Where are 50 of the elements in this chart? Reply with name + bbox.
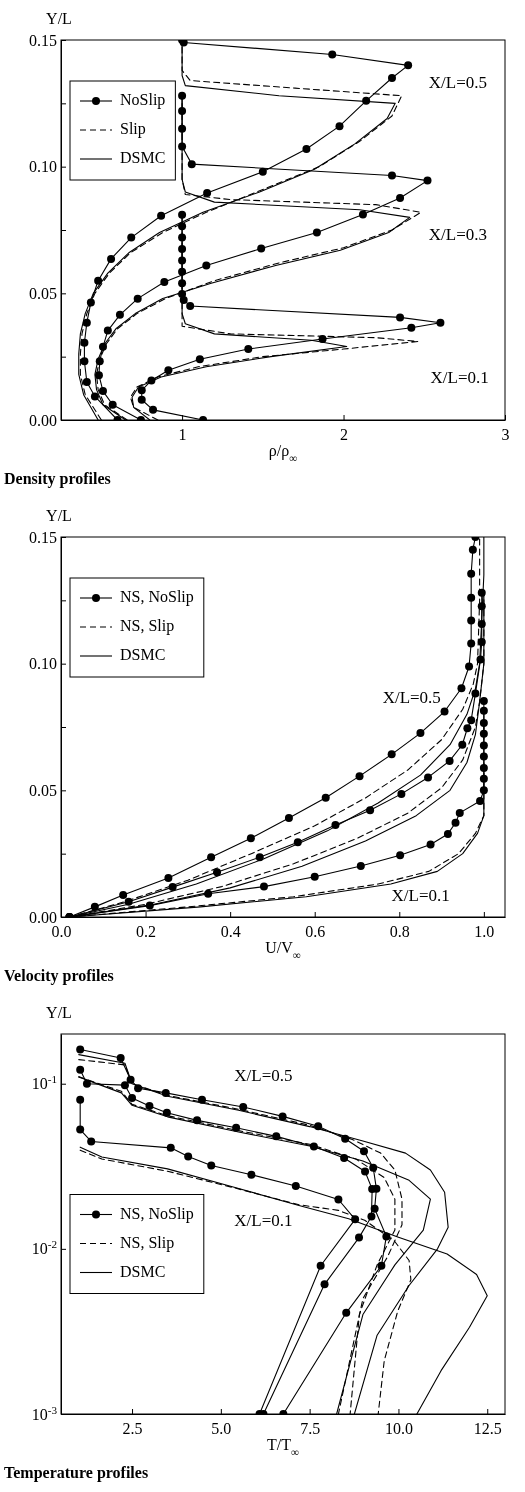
x-tick-label: 10.0 [384,1420,413,1438]
x-axis-title: U/V$_{∞}$ [265,939,301,961]
legend-label: NS, Slip [120,616,175,635]
x-axis-title: T/T$_{∞}$ [267,1436,300,1458]
x-tick-label: 0.4 [220,923,241,941]
legend-label: NoSlip [120,90,166,109]
x-tick-label: 0.6 [305,923,326,941]
x-tick-label: 0.0 [51,923,72,941]
y-tick-label: 0.00 [29,908,57,926]
text: Temperature profiles [4,1464,149,1482]
text: Velocity profiles [4,967,114,985]
legend-label: Slip [120,119,146,138]
annotation: X/L=0.3 [428,224,488,244]
text: Density profiles [4,470,111,488]
legend-label: DSMC [120,645,166,663]
y-tick-label: 10$^{-1}$ [31,1073,57,1093]
y-tick-label: 0.15 [29,528,57,546]
legend-label: NS, Slip [120,1233,175,1252]
annotation: X/L=0.1 [234,1211,293,1231]
x-tick-label: 2 [340,426,349,444]
annotation: X/L=0.1 [391,885,450,905]
y-tick-label: 0.05 [29,284,57,302]
x-tick-label: 0.2 [136,923,157,941]
annotation: X/L=0.5 [428,72,488,92]
annotation: X/L=0.5 [234,1065,293,1085]
y-axis-title: Y/L [46,1004,72,1021]
x-tick-label: 12.5 [473,1420,502,1438]
y-tick-label: 0.10 [29,158,57,176]
x-tick-label: 1.0 [474,923,495,941]
annotation: X/L=0.1 [430,367,489,387]
legend-label: DSMC [120,1262,166,1280]
legend-label: DSMC [120,148,166,166]
x-tick-label: 3 [501,426,510,444]
y-tick-label: 10$^{-3}$ [31,1403,58,1423]
y-tick-label: 0.15 [29,31,57,49]
y-axis-title: Y/L [46,507,72,524]
x-tick-label: 1 [178,426,187,444]
y-tick-label: 10$^{-2}$ [31,1238,57,1258]
y-axis-title: Y/L [46,10,72,27]
x-tick-label: 2.5 [122,1420,143,1438]
x-axis-title: ρ/ρ$_{∞}$ [268,442,298,464]
y-tick-label: 0.05 [29,781,57,799]
legend-label: NS, NoSlip [120,1204,194,1223]
legend-label: NS, NoSlip [120,587,194,606]
x-tick-label: 0.8 [389,923,410,941]
x-tick-label: 7.5 [300,1420,321,1438]
y-tick-label: 0.10 [29,655,57,673]
annotation: X/L=0.5 [382,688,441,708]
x-tick-label: 5.0 [211,1420,232,1438]
y-tick-label: 0.00 [29,411,57,429]
